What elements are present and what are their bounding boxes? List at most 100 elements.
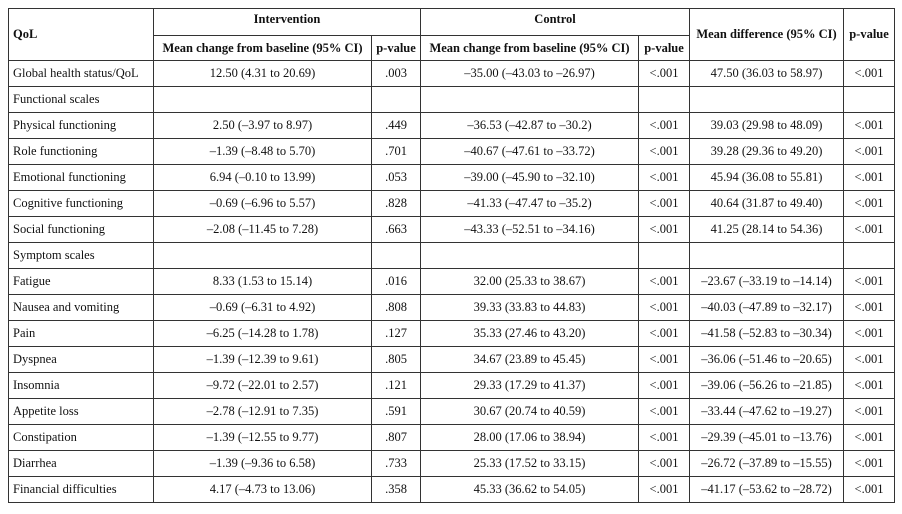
estimate-cell: 34.67 (23.89 to 45.45) xyxy=(420,346,640,373)
row-label: Physical functioning xyxy=(8,112,154,139)
p-value-cell: <.001 xyxy=(638,294,691,321)
p-value-cell: <.001 xyxy=(843,424,896,451)
estimate-cell xyxy=(420,86,640,113)
estimate-cell: 12.50 (4.31 to 20.69) xyxy=(153,60,372,87)
estimate-cell: 8.33 (1.53 to 15.14) xyxy=(153,268,372,295)
estimate-cell xyxy=(153,86,372,113)
estimate-cell: –1.39 (–12.55 to 9.77) xyxy=(153,424,372,451)
estimate-cell: –26.72 (–37.89 to –15.55) xyxy=(689,450,845,477)
estimate-cell xyxy=(689,242,845,269)
p-value-cell xyxy=(370,86,422,113)
row-label: Appetite loss xyxy=(8,398,154,425)
data-row: Insomnia –9.72 (–22.01 to 2.57) .121 29.33 … xyxy=(8,372,896,399)
p-value-cell: .805 xyxy=(370,346,422,373)
row-label: Insomnia xyxy=(8,372,154,399)
data-row: Cognitive functioning –0.69 (–6.96 to 5.5… xyxy=(8,190,896,217)
estimate-cell: –40.67 (–47.61 to –33.72) xyxy=(420,138,640,165)
p-value-cell: .701 xyxy=(370,138,422,165)
estimate-cell: 45.94 (36.08 to 55.81) xyxy=(689,164,845,191)
table-body: Global health status/QoL 12.50 (4.31 to 2… xyxy=(8,60,896,503)
estimate-cell: –39.00 (–45.90 to –32.10) xyxy=(420,164,640,191)
estimate-cell: –35.00 (–43.03 to –26.97) xyxy=(420,60,640,87)
p-value-cell: .127 xyxy=(370,320,422,347)
p-value-cell: <.001 xyxy=(843,372,896,399)
p-value-cell: .121 xyxy=(370,372,422,399)
row-label: Cognitive functioning xyxy=(8,190,154,217)
row-label: Emotional functioning xyxy=(8,164,154,191)
estimate-cell: –41.17 (–53.62 to –28.72) xyxy=(689,476,845,503)
estimate-cell: –1.39 (–12.39 to 9.61) xyxy=(153,346,372,373)
p-value-cell: <.001 xyxy=(843,450,896,477)
p-value-cell: .591 xyxy=(370,398,422,425)
estimate-cell: 25.33 (17.52 to 33.15) xyxy=(420,450,640,477)
header-row: Mean change from baseline (95% CI) p-val… xyxy=(9,35,895,61)
header-cell: p-value xyxy=(370,35,422,61)
p-value-cell: .003 xyxy=(370,60,422,87)
p-value-cell: <.001 xyxy=(843,476,896,503)
estimate-cell: 39.33 (33.83 to 44.83) xyxy=(420,294,640,321)
p-value-cell: <.001 xyxy=(638,216,691,243)
p-value-cell: <.001 xyxy=(638,424,691,451)
p-value-cell: <.001 xyxy=(638,398,691,425)
estimate-cell: 41.25 (28.14 to 54.36) xyxy=(689,216,845,243)
data-row: Appetite loss –2.78 (–12.91 to 7.35) .591 3… xyxy=(8,398,896,425)
data-row: Constipation –1.39 (–12.55 to 9.77) .807 28… xyxy=(8,424,896,451)
estimate-cell: –40.03 (–47.89 to –32.17) xyxy=(689,294,845,321)
estimate-cell xyxy=(689,86,845,113)
p-value-cell: <.001 xyxy=(843,398,896,425)
header-cell: p-value xyxy=(843,8,896,61)
p-value-cell: <.001 xyxy=(843,216,896,243)
estimate-cell: –0.69 (–6.31 to 4.92) xyxy=(153,294,372,321)
header-cell: Mean change from baseline (95% CI) xyxy=(420,35,640,61)
p-value-cell: <.001 xyxy=(638,320,691,347)
estimate-cell: –0.69 (–6.96 to 5.57) xyxy=(153,190,372,217)
table-container: QoL Intervention Control Mean difference… xyxy=(8,8,896,503)
row-label: Role functioning xyxy=(8,138,154,165)
data-row: Dyspnea –1.39 (–12.39 to 9.61) .805 34.67 (… xyxy=(8,346,896,373)
p-value-cell: <.001 xyxy=(638,268,691,295)
p-value-cell: <.001 xyxy=(843,320,896,347)
estimate-cell: –1.39 (–9.36 to 6.58) xyxy=(153,450,372,477)
header-cell: Mean difference (95% CI) xyxy=(689,8,845,61)
estimate-cell: –41.33 (–47.47 to –35.2) xyxy=(420,190,640,217)
p-value-cell: .808 xyxy=(370,294,422,321)
estimate-cell: –9.72 (–22.01 to 2.57) xyxy=(153,372,372,399)
p-value-cell: <.001 xyxy=(638,372,691,399)
row-label: Global health status/QoL xyxy=(8,60,154,87)
header-row: QoL Intervention Control Mean difference… xyxy=(8,8,896,61)
row-label: Diarrhea xyxy=(8,450,154,477)
p-value-cell: <.001 xyxy=(638,190,691,217)
p-value-cell: <.001 xyxy=(843,112,896,139)
p-value-cell: .807 xyxy=(370,424,422,451)
data-row: Physical functioning 2.50 (–3.97 to 8.97)… xyxy=(8,112,896,139)
data-row: Role functioning –1.39 (–8.48 to 5.70) .70… xyxy=(8,138,896,165)
section-label: Functional scales xyxy=(8,86,154,113)
p-value-cell: <.001 xyxy=(843,294,896,321)
p-value-cell: .053 xyxy=(370,164,422,191)
p-value-cell: <.001 xyxy=(843,190,896,217)
p-value-cell xyxy=(843,242,896,269)
estimate-cell: 39.28 (29.36 to 49.20) xyxy=(689,138,845,165)
p-value-cell: .016 xyxy=(370,268,422,295)
estimate-cell: 4.17 (–4.73 to 13.06) xyxy=(153,476,372,503)
row-label: Nausea and vomiting xyxy=(8,294,154,321)
data-row: Global health status/QoL 12.50 (4.31 to 2… xyxy=(8,60,896,87)
estimate-cell: 28.00 (17.06 to 38.94) xyxy=(420,424,640,451)
p-value-cell: <.001 xyxy=(843,138,896,165)
row-label: Financial difficulties xyxy=(8,476,154,503)
estimate-cell: 32.00 (25.33 to 38.67) xyxy=(420,268,640,295)
section-label: Symptom scales xyxy=(8,242,154,269)
estimate-cell xyxy=(420,242,640,269)
p-value-cell: <.001 xyxy=(638,138,691,165)
estimate-cell: –41.58 (–52.83 to –30.34) xyxy=(689,320,845,347)
estimate-cell: –39.06 (–56.26 to –21.85) xyxy=(689,372,845,399)
p-value-cell: <.001 xyxy=(638,112,691,139)
p-value-cell: .449 xyxy=(370,112,422,139)
header-cell: QoL xyxy=(8,8,154,61)
header-cell: p-value xyxy=(638,35,691,61)
data-row: Financial difficulties 4.17 (–4.73 to 13.… xyxy=(8,476,896,503)
estimate-cell: –29.39 (–45.01 to –13.76) xyxy=(689,424,845,451)
p-value-cell: .733 xyxy=(370,450,422,477)
p-value-cell: <.001 xyxy=(638,60,691,87)
